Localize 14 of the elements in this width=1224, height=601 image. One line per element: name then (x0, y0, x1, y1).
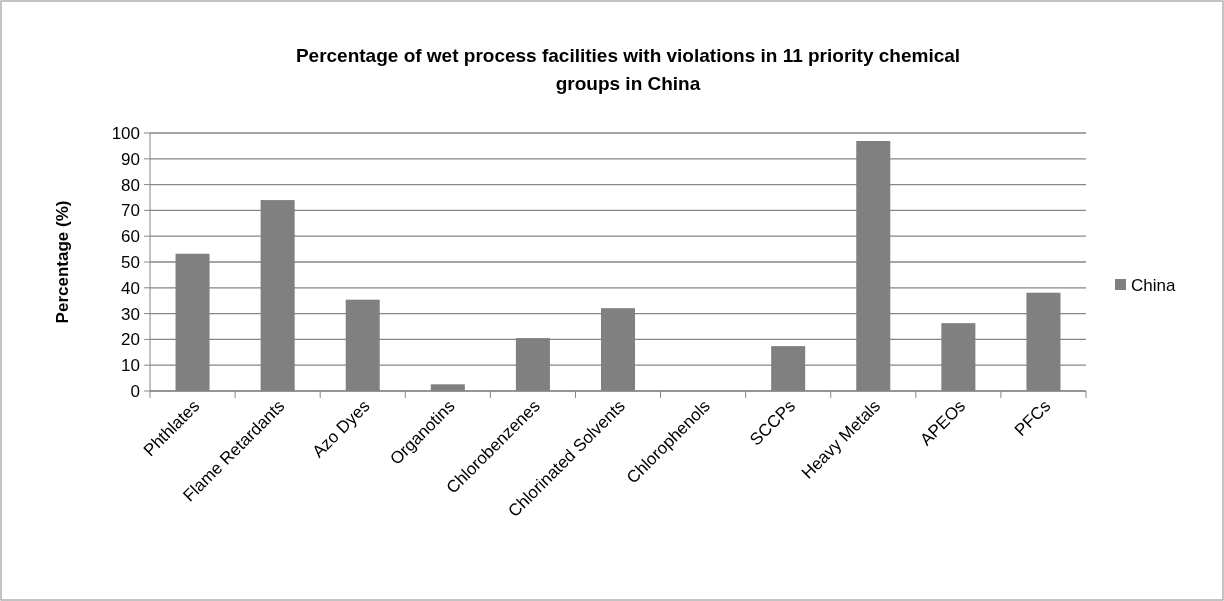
y-tick-label: 10 (121, 356, 140, 376)
legend-label: China (1131, 275, 1176, 295)
chart-title: Percentage of wet process facilities with violations in 11 priority chemical groups in China (295, 45, 961, 94)
y-tick-label: 100 (111, 123, 140, 143)
y-tick-label: 20 (121, 330, 140, 350)
y-tick-label: 30 (121, 304, 140, 324)
y-axis-title: Percentage (%) (53, 200, 72, 324)
y-tick-label: 40 (121, 278, 140, 298)
y-tick-label: 90 (121, 149, 140, 169)
y-tick-label: 80 (121, 175, 140, 195)
y-tick-label: 0 (130, 381, 140, 401)
y-tick-label: 60 (121, 227, 140, 247)
y-tick-label: 70 (121, 201, 140, 221)
y-tick-label: 50 (121, 252, 140, 272)
